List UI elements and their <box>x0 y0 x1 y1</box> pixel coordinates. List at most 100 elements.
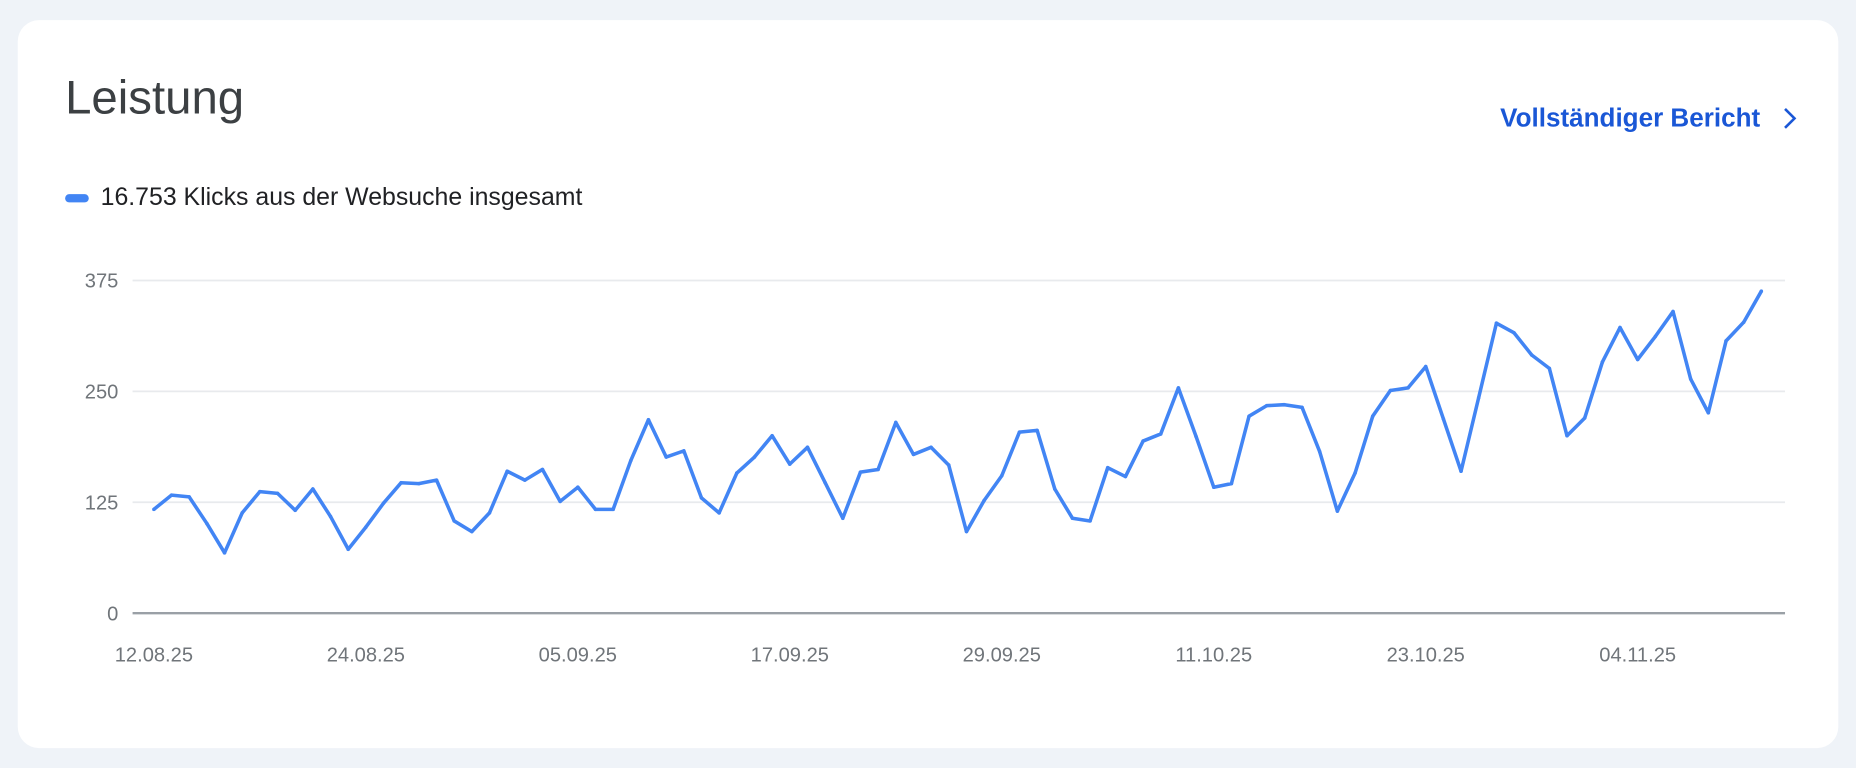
data-point <box>699 496 704 500</box>
data-point <box>1353 471 1357 475</box>
data-point <box>629 458 633 463</box>
data-point <box>1335 509 1340 513</box>
data-point <box>523 478 527 482</box>
data-point <box>1035 428 1039 433</box>
data-point <box>929 445 933 450</box>
x-tick-label: 04.11.25 <box>1599 645 1676 667</box>
data-point <box>1282 402 1287 407</box>
data-point <box>576 485 580 489</box>
data-point <box>452 519 456 523</box>
data-point <box>611 507 615 512</box>
data-point <box>381 501 386 505</box>
x-tick-label: 11.10.25 <box>1175 645 1252 667</box>
data-point <box>1724 339 1728 343</box>
data-point <box>1123 474 1128 479</box>
data-point <box>1441 417 1446 421</box>
data-point <box>1070 516 1075 521</box>
data-point <box>487 511 492 515</box>
data-point <box>1512 331 1516 335</box>
data-point <box>646 418 651 422</box>
x-tick-label: 05.09.25 <box>539 645 617 667</box>
data-point <box>1158 432 1163 436</box>
data-point <box>1547 366 1552 371</box>
data-point <box>894 420 898 425</box>
data-point <box>841 516 845 521</box>
data-point <box>593 507 598 512</box>
data-point <box>1635 357 1640 362</box>
data-point <box>1211 485 1216 489</box>
data-point <box>682 449 686 453</box>
data-point <box>1141 439 1145 443</box>
data-point <box>558 499 562 504</box>
y-tick-label: 125 <box>85 492 119 514</box>
data-point <box>169 493 174 497</box>
data-point <box>964 529 969 534</box>
data-point <box>1247 414 1251 419</box>
data-point <box>293 508 297 513</box>
data-point <box>1759 289 1764 293</box>
x-tick-label: 17.09.25 <box>751 645 829 667</box>
data-point <box>152 507 156 512</box>
x-tick-label: 24.08.25 <box>327 645 405 667</box>
data-point <box>328 514 333 519</box>
data-point <box>1653 334 1658 339</box>
data-point <box>470 529 474 534</box>
data-point <box>1741 320 1746 325</box>
clicks-series-line <box>152 290 1763 555</box>
data-point <box>788 462 792 466</box>
x-tick-label: 12.08.25 <box>115 645 193 667</box>
card-title: Leistung <box>65 72 245 125</box>
data-point <box>1088 519 1092 523</box>
data-point <box>417 481 421 486</box>
data-point <box>858 470 863 474</box>
data-point <box>205 521 209 526</box>
data-point <box>222 551 227 555</box>
data-point <box>1706 410 1711 415</box>
data-point <box>1229 481 1234 486</box>
data-point <box>947 463 951 467</box>
data-point <box>399 480 403 485</box>
data-point <box>752 455 757 459</box>
y-tick-label: 250 <box>85 382 119 404</box>
data-point <box>1582 416 1587 420</box>
data-point <box>1600 360 1605 364</box>
data-point <box>770 433 774 438</box>
data-point <box>1688 377 1693 381</box>
data-point <box>1317 449 1322 454</box>
data-point <box>1105 465 1110 470</box>
full-report-label: Vollständiger Bericht <box>1500 102 1761 133</box>
full-report-link[interactable]: Vollständiger Bericht <box>1500 103 1798 134</box>
data-point <box>1194 434 1198 439</box>
data-point <box>1476 395 1481 400</box>
data-point <box>1618 325 1622 330</box>
data-point <box>346 547 350 552</box>
data-point <box>982 498 986 503</box>
data-point <box>540 467 545 472</box>
data-point <box>311 487 315 491</box>
performance-card: Leistung Vollständiger Bericht 16.753 Kl… <box>17 20 1839 749</box>
data-point <box>735 471 739 475</box>
chart-legend: 16.753 Klicks aus der Websuche insgesamt <box>65 183 582 211</box>
data-point <box>1565 433 1569 438</box>
data-point <box>1300 405 1304 410</box>
data-point <box>717 511 721 515</box>
data-point <box>999 473 1004 478</box>
data-point <box>1176 386 1181 390</box>
chevron-right-icon <box>1784 107 1797 129</box>
data-point <box>505 469 509 474</box>
data-point <box>1388 388 1393 393</box>
data-point <box>1459 469 1463 474</box>
y-tick-label: 0 <box>107 603 118 625</box>
data-point <box>364 525 368 529</box>
data-point <box>911 452 916 457</box>
data-point <box>1406 386 1410 390</box>
data-point <box>434 478 439 482</box>
data-point <box>275 491 280 496</box>
data-point <box>187 495 191 499</box>
x-tick-label: 29.09.25 <box>963 645 1041 667</box>
data-point <box>1494 321 1499 325</box>
y-tick-label: 375 <box>85 271 119 293</box>
data-point <box>1529 353 1534 357</box>
data-point <box>876 467 880 472</box>
